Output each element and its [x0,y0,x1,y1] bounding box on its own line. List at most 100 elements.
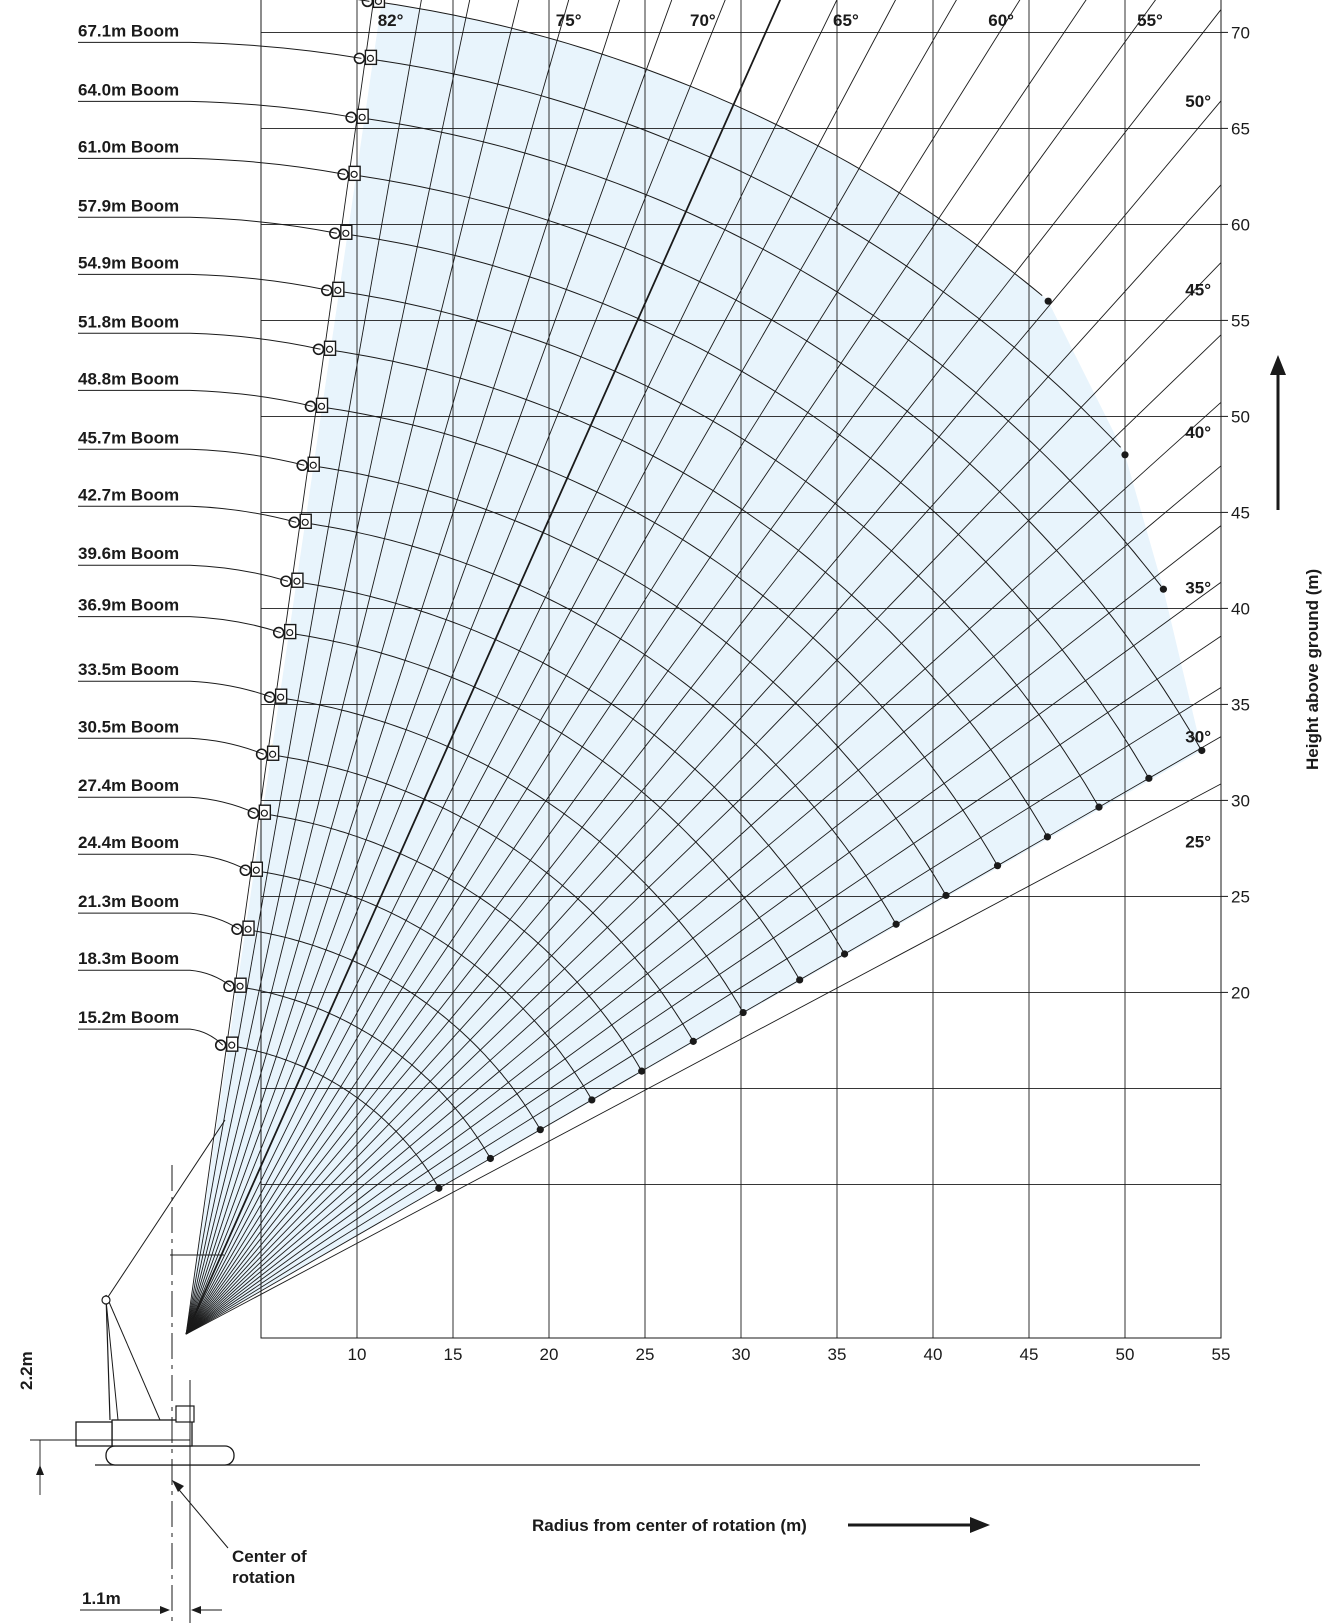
boom-label: 42.7m Boom [78,485,179,504]
hook-block-icon [288,513,312,529]
boom-end-dot [689,1037,697,1045]
boom-tip-arc [259,812,643,1072]
boom-angle-line [185,635,1222,1335]
upper-body [111,1419,193,1447]
dim-arrow-icon [191,1606,201,1614]
angle-label-right: 45° [1185,280,1211,299]
boom-label: 57.9m Boom [78,196,179,215]
sheave-icon [272,626,285,639]
leader-arrow-icon [172,1480,184,1492]
pin-icon [309,461,317,469]
angle-label-right: 30° [1185,728,1211,747]
hook-block-icon [321,281,345,298]
boom-angle-line [185,687,1222,1335]
y-tick-label: 45 [1231,503,1250,522]
boom-label: 27.4m Boom [78,776,179,795]
dim-arrow-icon [36,1465,44,1475]
boom-angle-line [185,0,1157,1335]
boom-tip-arc [291,580,846,955]
boom-label: 30.5m Boom [78,717,179,736]
boom-tip-arc [251,869,593,1101]
mast-brace [105,1299,119,1421]
y-tick-label: 35 [1231,695,1250,714]
pin-icon [350,170,358,178]
hook-block-icon [231,920,255,936]
boom-angle-line [185,0,375,1335]
sheave-icon [288,516,301,529]
dim-arrow-icon [160,1606,170,1614]
boom-leader-line [78,332,321,350]
boom-label: 48.8m Boom [78,369,179,388]
hook-block-icon [272,623,297,640]
angle-label-top: 65° [833,11,859,30]
mast-sheave [101,1295,111,1305]
boom-end-dot [486,1154,495,1163]
labels-layer: 10 15 20 25 30 35 40 45 50 55 20 25 30 35 40 45 50 55 60 65… [78,0,1286,1533]
sheave-icon [239,864,252,877]
pin-icon [286,628,294,637]
pin-icon [260,809,268,817]
angle-label-top: 55° [1137,11,1163,30]
boom-angle-line [185,0,673,1335]
center-of-rotation-leader [174,1484,229,1549]
y-tick-label: 30 [1231,791,1250,810]
pulley-icon [299,513,312,529]
pulley-icon [291,572,304,588]
boom-angle-line [185,0,422,1335]
boom-tip-arc [234,985,491,1159]
pin-icon [358,113,366,121]
boom-end-dot [1121,451,1129,459]
pulley-icon [274,688,288,704]
boom-label: 33.5m Boom [78,660,179,679]
boom-end-dot [1145,774,1153,782]
pulley-icon [250,861,264,877]
boom-leader-line [78,796,256,814]
sheave-icon [247,807,260,819]
angle-label-top: 70° [690,11,716,30]
hook-block-icon [345,108,369,125]
boom-label: 54.9m Boom [78,253,179,272]
pulley-icon [226,1036,239,1052]
y-axis-arrowhead [1270,355,1286,375]
boom-tip-arc [332,289,1100,808]
boom-end-dot [1159,585,1167,593]
boom-end-dot [435,1184,443,1192]
sheave-icon [223,980,235,993]
cab [175,1405,195,1423]
boom-angle-line [185,0,1087,1335]
pulley-icon [234,977,247,993]
pin-icon [269,750,277,758]
pin-icon [334,286,342,294]
hook-block-icon [247,804,272,820]
grid-layer [260,0,1228,1339]
boom-leader-line [78,157,346,175]
boom-label: 61.0m Boom [78,137,179,156]
x-tick-label: 55 [1212,1345,1231,1364]
pulley-icon [340,224,353,240]
y-tick-label: 60 [1231,215,1250,234]
pulley-icon [242,920,255,936]
boom-leader-line [78,100,354,118]
pulley-icon [266,745,280,761]
sheave-icon [263,691,276,704]
angle-label-right: 35° [1185,579,1211,598]
angle-label-right: 25° [1185,833,1211,852]
pin-icon [342,229,350,237]
boom-tip-arc [316,405,999,866]
hook-block-icon [361,0,386,9]
sheave-icon [214,1039,227,1051]
boom-tip-arc [357,116,1162,587]
boom-tip-arc [340,232,1150,779]
pin-icon [252,866,260,874]
hook-block-icon [214,1036,239,1052]
boom-angle-line [185,0,782,1335]
boom-end-dot [638,1067,646,1075]
boom-label: 45.7m Boom [78,428,179,447]
hook-block-icon [280,572,304,588]
boom-end-dot [840,950,849,958]
boom-tip-arcs-layer [214,0,1206,1192]
pin-icon [325,345,334,353]
hook-block-icon [263,688,288,704]
boom-tip-arc [226,1044,440,1189]
crawler-track [105,1445,235,1466]
